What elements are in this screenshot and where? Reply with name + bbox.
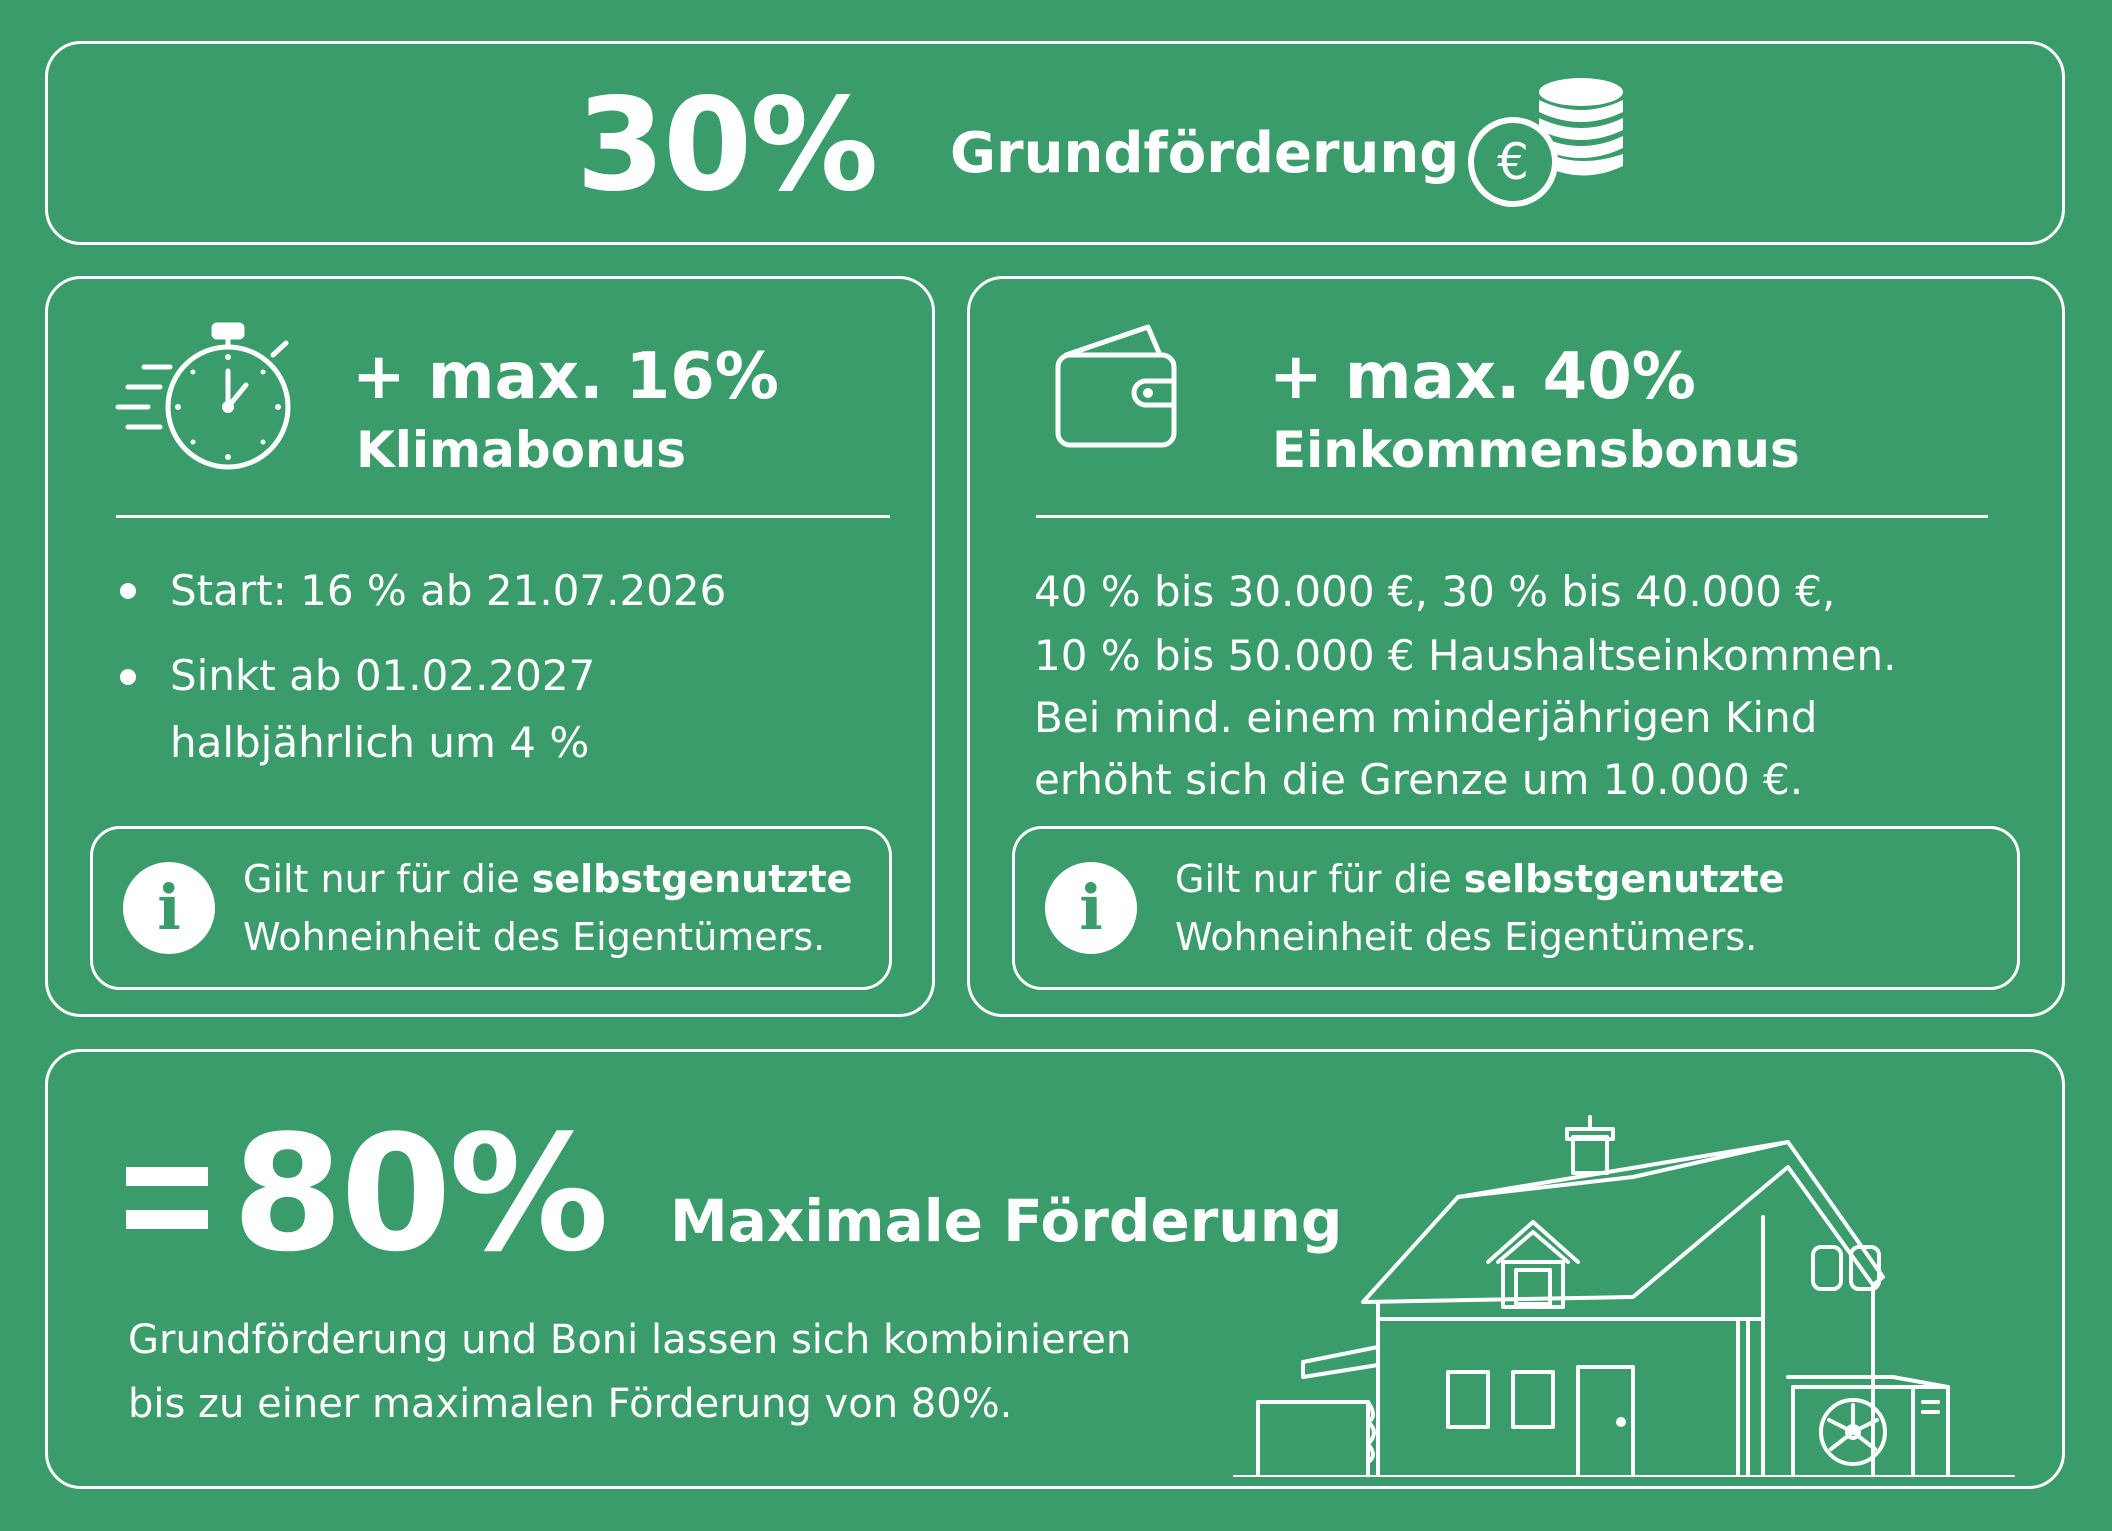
stopwatch-icon [108, 315, 308, 475]
klimabonus-info-box: i Gilt nur für die selbstgenutzte Wohnei… [90, 826, 892, 990]
klimabonus-divider [116, 515, 890, 518]
klimabonus-card: + max. 16% Klimabonus Start: 16 % ab 21.… [45, 276, 935, 1017]
info-icon: i [123, 862, 215, 954]
klimabonus-bullet-sinkt: Sinkt ab 01.02.2027 [170, 651, 596, 700]
bullet-dot [120, 583, 136, 599]
maximale-foerderung-percent: 80% [232, 1100, 609, 1287]
wallet-icon [1048, 315, 1188, 455]
euro-coins-icon: € [1461, 72, 1631, 212]
info-bold: selbstgenutzte [1463, 857, 1785, 901]
einkommensbonus-value: + max. 40% [1269, 340, 1696, 414]
einkommensbonus-line-4: erhöht sich die Grenze um 10.000 €. [1034, 755, 1804, 804]
maximale-foerderung-card: 80% Maximale Förderung Grundförderung un… [45, 1049, 2065, 1489]
einkommensbonus-info-box: i Gilt nur für die selbstgenutzte Wohnei… [1012, 826, 2020, 990]
einkommensbonus-card: + max. 40% Einkommensbonus 40 % bis 30.0… [967, 276, 2065, 1017]
grundfoerderung-card: 30% Grundförderung € [45, 41, 2065, 245]
klimabonus-bullet-start: Start: 16 % ab 21.07.2026 [170, 566, 727, 615]
info-prefix: Gilt nur für die [1175, 857, 1464, 901]
einkommensbonus-info-line2: Wohneinheit des Eigentümers. [1175, 915, 1758, 959]
klimabonus-value: + max. 16% [352, 340, 779, 414]
einkommensbonus-line-3: Bei mind. einem minderjährigen Kind [1034, 693, 1818, 742]
maximale-foerderung-description: Grundförderung und Boni lassen sich komb… [128, 1308, 1131, 1436]
einkommensbonus-name: Einkommensbonus [1272, 421, 1800, 479]
grundfoerderung-label: Grundförderung [950, 121, 1460, 186]
klimabonus-info-line2: Wohneinheit des Eigentümers. [243, 915, 826, 959]
info-icon: i [1045, 862, 1137, 954]
grundfoerderung-percent: 30% [576, 71, 878, 220]
maximale-foerderung-label: Maximale Förderung [670, 1187, 1343, 1255]
klimabonus-bullet-sinkt-cont: halbjährlich um 4 % [170, 718, 590, 767]
klimabonus-name: Klimabonus [356, 421, 686, 479]
einkommensbonus-line-2: 10 % bis 50.000 € Haushaltseinkommen. [1034, 631, 1897, 680]
einkommensbonus-info-line1: Gilt nur für die selbstgenutzte [1175, 850, 1784, 908]
description-line-1: Grundförderung und Boni lassen sich komb… [128, 1317, 1132, 1363]
einkommensbonus-divider [1036, 515, 1988, 518]
info-prefix: Gilt nur für die [243, 857, 532, 901]
equals-sign [126, 1167, 208, 1229]
svg-text:€: € [1497, 133, 1529, 191]
info-bold: selbstgenutzte [531, 857, 853, 901]
bullet-dot [120, 669, 136, 685]
klimabonus-info-line1: Gilt nur für die selbstgenutzte [243, 850, 852, 908]
einkommensbonus-line-1: 40 % bis 30.000 €, 30 % bis 40.000 €, [1034, 567, 1836, 616]
description-line-2: bis zu einer maximalen Förderung von 80%… [128, 1381, 1013, 1427]
house-heatpump-icon [1231, 1087, 2043, 1479]
